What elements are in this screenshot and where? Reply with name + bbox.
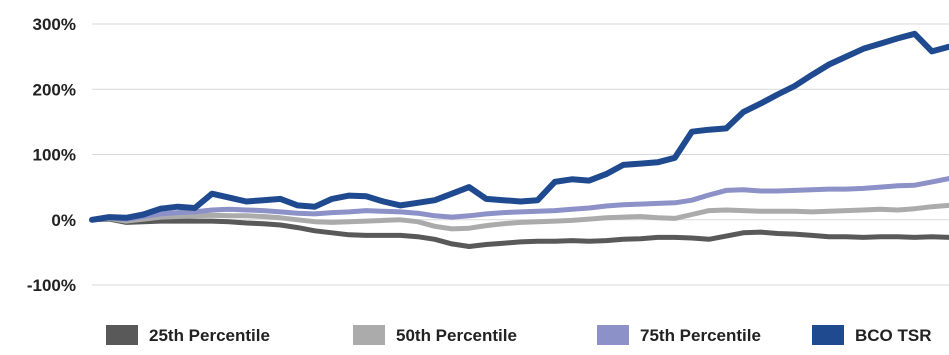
legend: 25th Percentile 50th Percentile 75th Perce…: [106, 325, 932, 345]
legend-label: 75th Percentile: [640, 326, 761, 345]
y-axis-ticks: 300% 200% 100% 0% -100%: [27, 15, 76, 295]
legend-label: BCO TSR: [855, 326, 932, 345]
y-tick-label: -100%: [27, 276, 76, 295]
legend-swatch: [597, 325, 629, 345]
legend-swatch: [353, 325, 385, 345]
legend-label: 25th Percentile: [149, 326, 270, 345]
y-tick-label: 100%: [33, 146, 76, 165]
legend-swatch: [812, 325, 844, 345]
y-tick-label: 200%: [33, 80, 76, 99]
grid: [92, 23, 949, 286]
legend-item: 50th Percentile: [353, 325, 517, 345]
series-line-1: [89, 216, 949, 249]
legend-item: 25th Percentile: [106, 325, 270, 345]
series-lines: [89, 30, 949, 249]
legend-label: 50th Percentile: [396, 326, 517, 345]
series-line-4: [89, 30, 949, 223]
legend-item: BCO TSR: [812, 325, 932, 345]
y-tick-label: 300%: [33, 15, 76, 34]
legend-item: 75th Percentile: [597, 325, 761, 345]
y-tick-label: 0%: [51, 211, 76, 230]
series-line-2: [89, 202, 949, 232]
legend-swatch: [106, 325, 138, 345]
series-line-3: [89, 176, 949, 223]
